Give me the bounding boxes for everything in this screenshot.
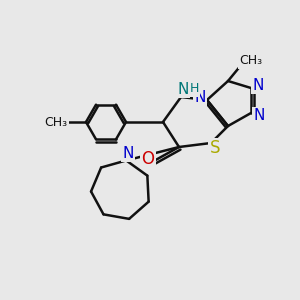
Text: H: H — [189, 82, 199, 95]
Text: N: N — [177, 82, 189, 97]
Text: N: N — [252, 77, 264, 92]
Text: N: N — [194, 91, 206, 106]
Text: CH₃: CH₃ — [239, 55, 262, 68]
Text: S: S — [210, 139, 220, 157]
Text: N: N — [253, 109, 265, 124]
Text: O: O — [142, 150, 154, 168]
Text: N: N — [122, 146, 134, 161]
Text: CH₃: CH₃ — [44, 116, 68, 128]
